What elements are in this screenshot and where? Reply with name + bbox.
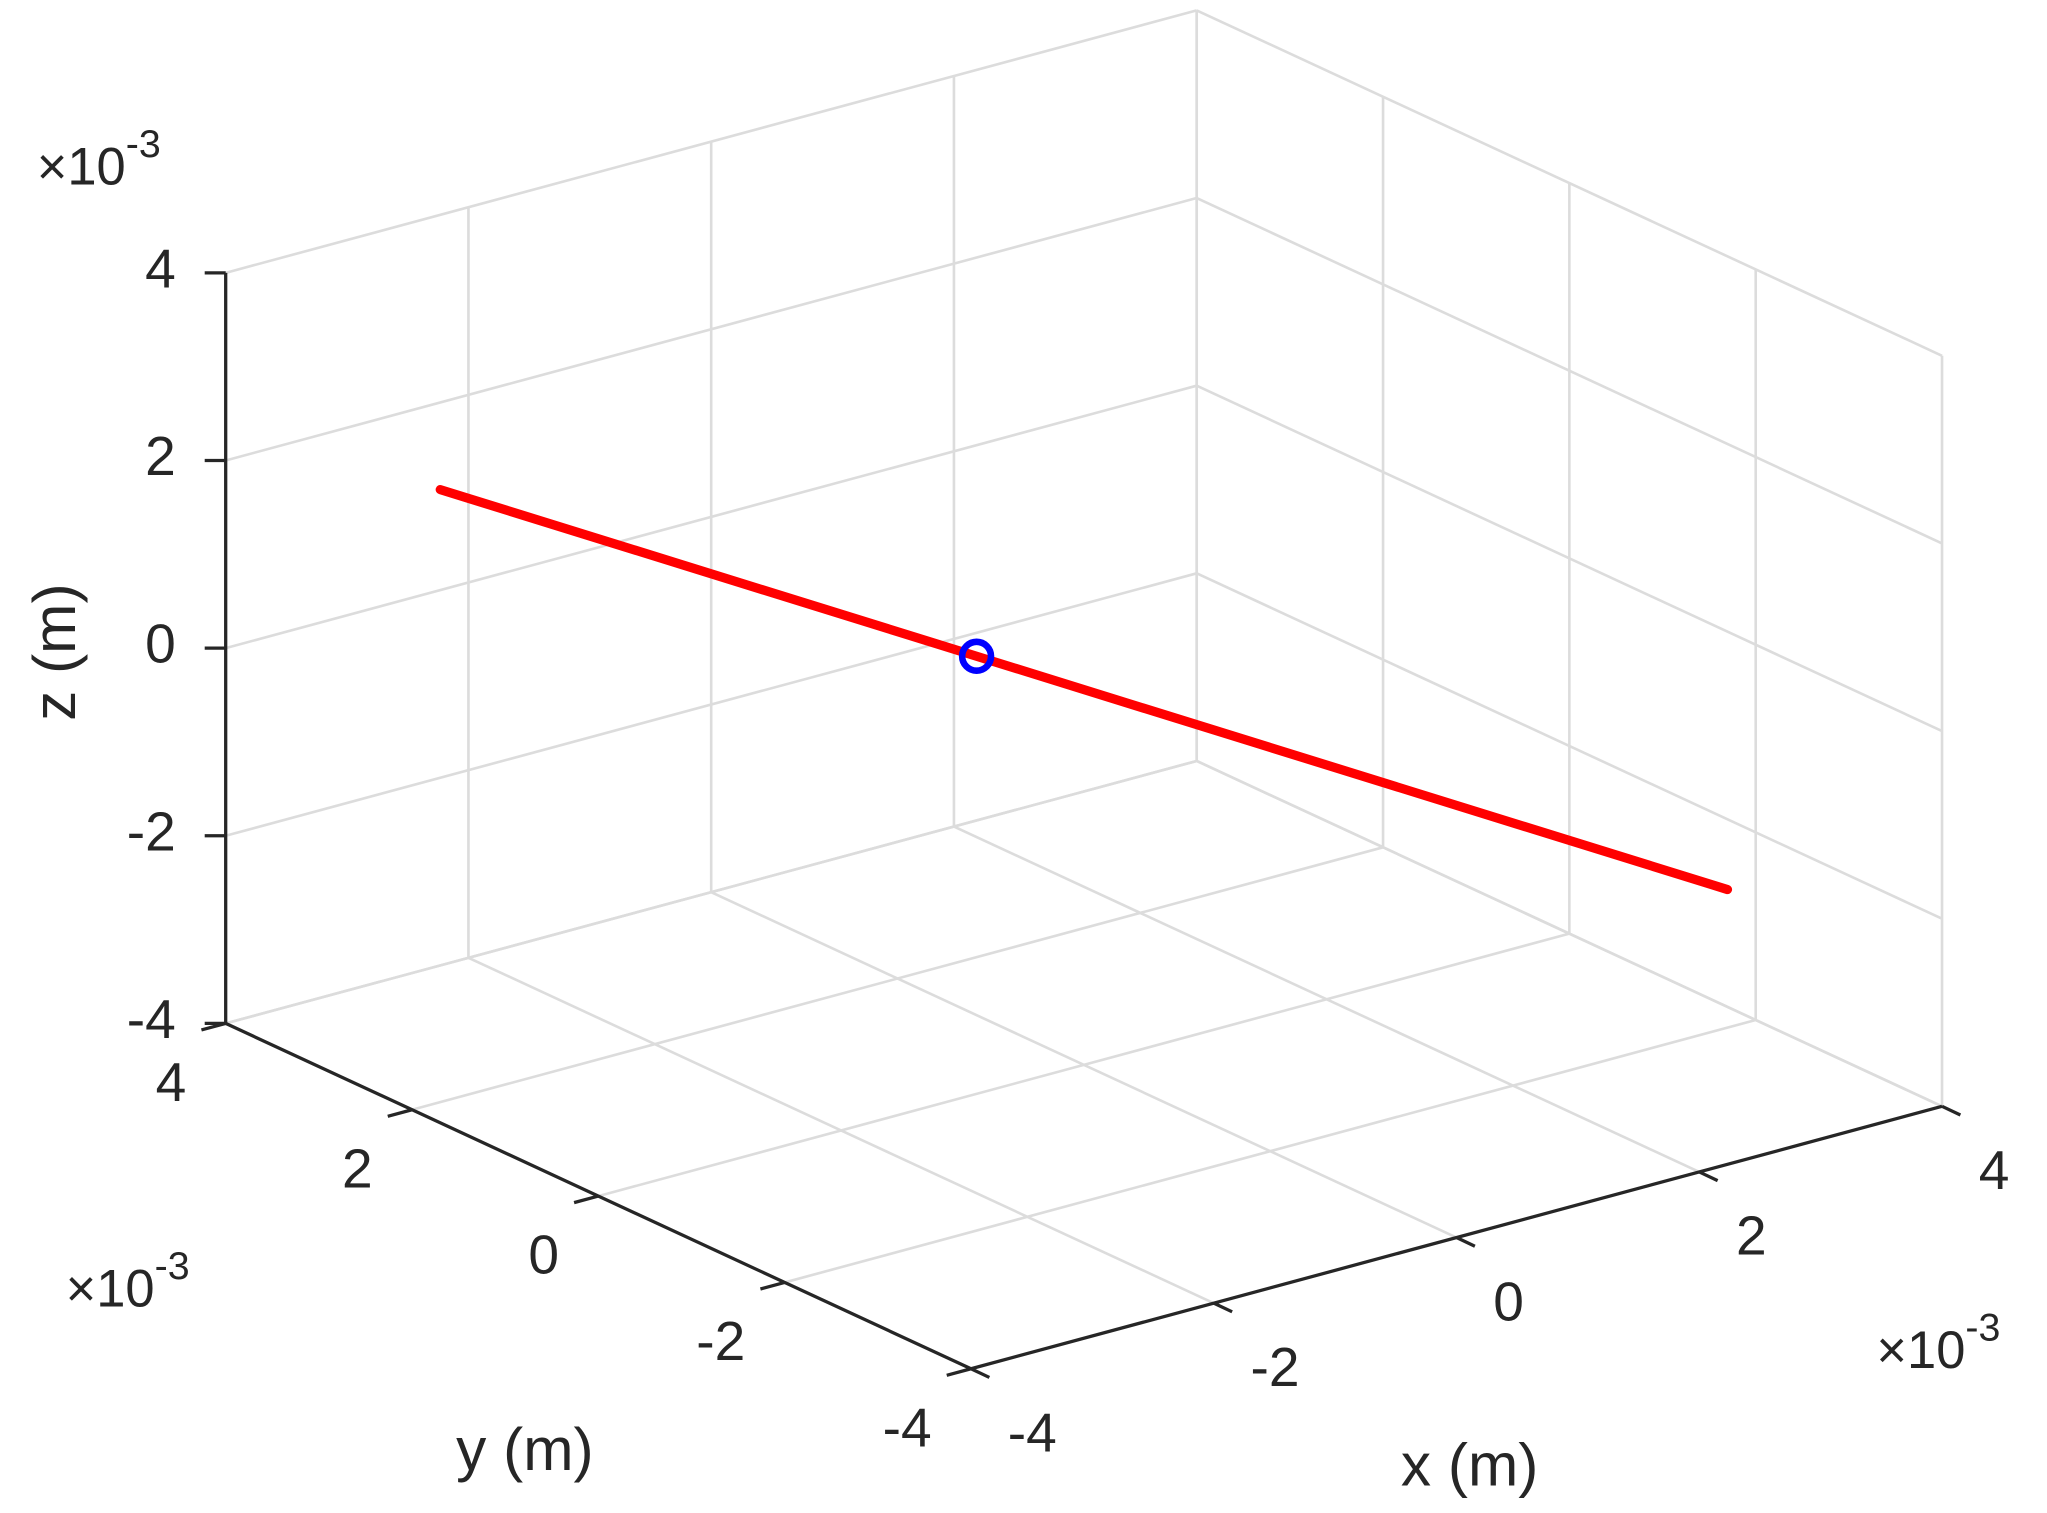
z-tick-label: 2 xyxy=(145,425,176,487)
x-tick xyxy=(1941,1104,1962,1117)
marker xyxy=(958,638,995,674)
y-tick xyxy=(200,1021,227,1032)
x-exponent: ×10-3 xyxy=(1876,1306,2000,1380)
exponent-power: -3 xyxy=(155,1244,190,1288)
y-tick xyxy=(946,1367,972,1377)
grid-line xyxy=(225,196,1198,462)
grid-line xyxy=(1196,759,1943,1108)
grid-line xyxy=(1196,196,1943,545)
plot-area xyxy=(435,485,1733,895)
x-tick xyxy=(1698,1170,1719,1183)
y-axis-title: y (m) xyxy=(456,1415,593,1483)
grid-line xyxy=(225,759,1198,1025)
x-tick-label: 4 xyxy=(1979,1139,2010,1201)
y-tick-label: 2 xyxy=(342,1137,373,1199)
y-tick-label: 4 xyxy=(156,1051,187,1113)
y-tick-label: -4 xyxy=(883,1396,932,1458)
z-exponent: ×10-3 xyxy=(37,122,161,196)
x-tick-label: 0 xyxy=(1493,1270,1524,1332)
x-tick xyxy=(970,1367,991,1379)
x-tick xyxy=(1213,1301,1233,1314)
exponent-power: -3 xyxy=(1965,1306,2000,1350)
y-tick-label: -2 xyxy=(696,1310,745,1372)
x-axis-line xyxy=(970,1104,1943,1371)
exponent-base: ×10 xyxy=(1876,1321,1965,1380)
z-tick-label: 4 xyxy=(145,237,176,299)
grid-line xyxy=(1196,572,1943,920)
y-tick xyxy=(387,1108,413,1118)
grid-line xyxy=(411,846,1384,1112)
line xyxy=(435,485,1733,895)
z-tick-label: 0 xyxy=(145,613,176,675)
grid-line xyxy=(598,932,1570,1198)
exponent-power: -3 xyxy=(126,122,161,166)
grid-line xyxy=(225,9,1198,275)
grid-line xyxy=(225,384,1198,650)
grid-line xyxy=(225,572,1198,838)
x-axis-title: x (m) xyxy=(1401,1431,1538,1499)
grid-line xyxy=(1196,9,1943,357)
exponent-base: ×10 xyxy=(37,137,126,196)
y-tick xyxy=(759,1280,786,1291)
exponent-base: ×10 xyxy=(66,1259,155,1318)
y-tick-label: 0 xyxy=(528,1224,559,1286)
x-tick xyxy=(1455,1236,1476,1248)
grid-line xyxy=(1196,384,1943,733)
x-tick-label: 2 xyxy=(1736,1205,1767,1267)
y-tick xyxy=(573,1194,599,1205)
z-tick-label: -4 xyxy=(127,988,176,1050)
x-tick-label: -2 xyxy=(1251,1336,1300,1398)
z-tick-label: -2 xyxy=(127,800,176,862)
grid-line xyxy=(784,1018,1757,1284)
z-axis-title: z (m) xyxy=(20,583,88,720)
x-tick-label: -4 xyxy=(1008,1402,1057,1464)
y-exponent: ×10-3 xyxy=(66,1244,190,1318)
